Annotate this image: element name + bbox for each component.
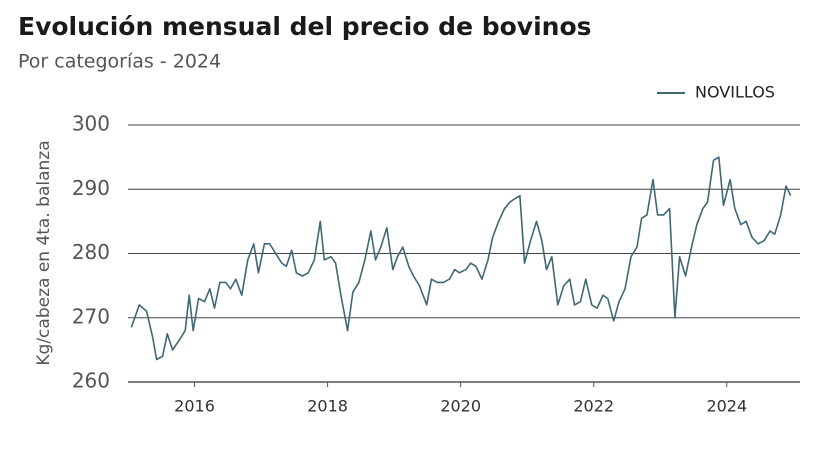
y-tick-label: 290 [72,176,110,200]
x-tick-label: 2024 [706,397,747,416]
data-line [130,156,792,361]
chart-subtitle: Por categorías - 2024 [18,51,221,73]
x-tick-label: 2020 [440,397,481,416]
x-tick-label: 2018 [307,397,348,416]
x-tick-label: 2022 [573,397,614,416]
chart-title: Evolución mensual del precio de bovinos [18,12,592,41]
y-tick-label: 280 [72,240,110,264]
y-tick-label: 300 [72,112,110,136]
y-tick-label: 260 [72,369,110,393]
x-tick-label: 2016 [174,397,215,416]
y-tick-label: 270 [72,304,110,328]
y-axis-label: Kg/cabeza en 4ta. balanza [34,140,54,365]
legend-label: NOVILLOS [695,83,775,102]
